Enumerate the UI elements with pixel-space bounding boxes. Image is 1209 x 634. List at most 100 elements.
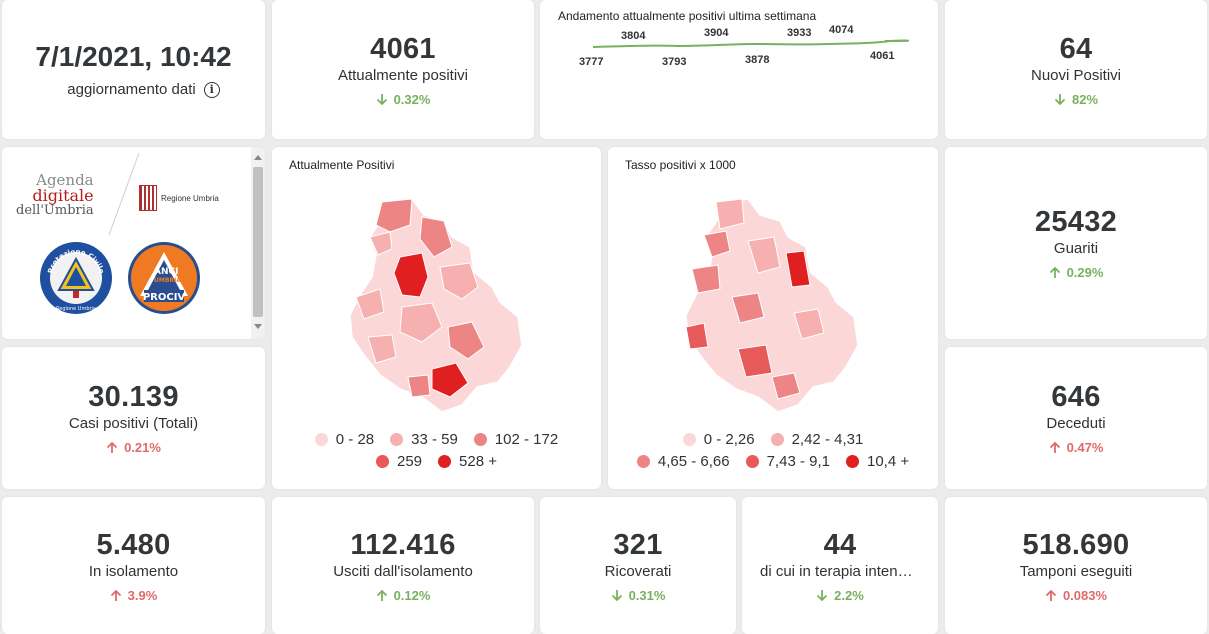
arrow-up-icon xyxy=(1049,266,1060,278)
legend-dot xyxy=(376,455,389,468)
region-west xyxy=(691,264,721,294)
map-positivi-legend: 0 - 28 33 - 59 102 - 172 259 528 + xyxy=(272,431,601,475)
kpi-label: Attualmente positivi xyxy=(337,66,469,84)
scroll-up-icon[interactable] xyxy=(254,155,262,160)
kpi-delta: 0.47% xyxy=(1049,440,1103,455)
region-foligno xyxy=(793,308,825,340)
map-tasso-card: Tasso positivi x 1000 0 - 2,26 2,42 - 4,… xyxy=(608,147,938,489)
region-south xyxy=(407,374,431,398)
region-perugia xyxy=(393,252,429,298)
trend-title: Andamento attualmente positivi ultima se… xyxy=(558,9,817,23)
regione-label: Regione Umbria xyxy=(161,193,219,203)
kpi-value: 30.139 xyxy=(88,381,179,413)
arrow-up-icon xyxy=(106,441,118,453)
kpi-delta: 2.2% xyxy=(816,588,864,603)
kpi-value: 64 xyxy=(1059,32,1093,65)
scroll-thumb[interactable] xyxy=(253,167,263,317)
legend-dot xyxy=(845,455,859,468)
region-center-north xyxy=(747,236,781,274)
anci-line1: ANCI xyxy=(154,267,178,277)
region-northwest xyxy=(703,230,731,258)
legend-label: 528 + xyxy=(459,453,497,470)
map-tasso-title: Tasso positivi x 1000 xyxy=(625,158,736,172)
legend-item: 10,4 + xyxy=(845,453,910,470)
legend-label: 259 xyxy=(397,453,423,470)
kpi-delta-value: 3.9% xyxy=(127,587,158,603)
arrow-up-icon xyxy=(1049,441,1060,453)
kpi-value: 25432 xyxy=(1034,206,1118,238)
regione-emblem-icon xyxy=(139,185,157,211)
trend-label-4: 3904 xyxy=(704,27,729,39)
kpi-label: Deceduti xyxy=(1046,415,1106,432)
kpi-casi-positivi: 30.139 Casi positivi (Totali) 0.21% xyxy=(2,347,265,489)
legend-dot xyxy=(682,433,696,446)
umbria-map-positivi[interactable] xyxy=(272,177,601,437)
map-positivi-title: Attualmente Positivi xyxy=(289,158,395,172)
region-northeast xyxy=(419,216,453,258)
kpi-value: 44 xyxy=(823,528,857,561)
legend-dot xyxy=(770,433,784,446)
kpi-delta-value: 0.32% xyxy=(393,91,431,107)
logos-scrollbar[interactable] xyxy=(251,147,265,339)
kpi-label: di cui in terapia intensiva xyxy=(760,562,920,580)
kpi-delta-value: 0.31% xyxy=(628,587,666,603)
legend-row: 259 528 + xyxy=(272,453,601,470)
arrow-down-icon xyxy=(611,589,622,601)
legend-dot xyxy=(438,455,452,468)
trend-label-1: 3777 xyxy=(579,56,604,68)
legend-item: 4,65 - 6,66 xyxy=(636,453,730,470)
legend-row: 0 - 2,26 2,42 - 4,31 xyxy=(608,431,938,448)
update-datetime: 7/1/2021, 10:42 xyxy=(35,41,232,72)
region-trasimeno xyxy=(355,288,385,320)
kpi-ricoverati: 321 Ricoverati 0.31% xyxy=(540,497,736,634)
legend-dot xyxy=(745,455,759,468)
legend-label: 2,42 - 4,31 xyxy=(791,431,864,448)
trend-line xyxy=(592,39,910,48)
umbria-map-tasso[interactable] xyxy=(608,177,938,437)
region-terni xyxy=(771,372,801,400)
legend-label: 7,43 - 9,1 xyxy=(766,453,830,470)
kpi-label: Guariti xyxy=(1053,240,1099,257)
kpi-nuovi-positivi: 64 Nuovi Positivi 82% xyxy=(945,0,1207,139)
region-outline xyxy=(685,198,859,413)
kpi-delta-value: 82% xyxy=(1071,91,1099,107)
kpi-deceduti: 646 Deceduti 0.47% xyxy=(945,347,1207,489)
kpi-value: 5.480 xyxy=(96,528,171,561)
kpi-value: 518.690 xyxy=(1022,528,1130,561)
arrow-down-icon xyxy=(817,589,828,601)
legend-row: 4,65 - 6,66 7,43 - 9,1 10,4 + xyxy=(608,453,938,470)
region-east xyxy=(439,262,479,300)
legend-item: 102 - 172 xyxy=(473,431,558,448)
trend-sparkline xyxy=(592,39,910,48)
anci-line2: UMBRIA xyxy=(154,277,181,284)
anci-prociv-logo: ANCI UMBRIA PROCIV xyxy=(128,242,200,314)
kpi-delta: 0.31% xyxy=(611,587,666,603)
region-gubbio xyxy=(785,250,811,288)
legend-label: 0 - 2,26 xyxy=(703,431,755,448)
legend-label: 10,4 + xyxy=(866,453,910,470)
arrow-down-icon xyxy=(1054,93,1066,105)
trend-label-2: 3804 xyxy=(621,30,646,42)
legend-label: 4,65 - 6,66 xyxy=(657,453,730,470)
kpi-delta-value: 0.12% xyxy=(393,587,431,603)
legend-item: 259 xyxy=(376,453,422,470)
protezione-sub: Regione Umbria xyxy=(56,306,96,312)
kpi-label: Casi positivi (Totali) xyxy=(68,415,199,432)
logos-card: Agenda digitale dell'Umbria Regione Umbr… xyxy=(2,147,265,339)
trend-label-8: 4061 xyxy=(870,50,895,62)
region-trasimeno xyxy=(685,322,709,350)
region-west xyxy=(367,334,397,364)
kpi-delta: 3.9% xyxy=(110,587,158,603)
info-icon[interactable]: i xyxy=(203,81,220,98)
kpi-delta: 0.32% xyxy=(376,91,431,107)
region-outline xyxy=(349,198,523,413)
scroll-down-icon[interactable] xyxy=(254,324,262,329)
kpi-value: 321 xyxy=(613,528,663,561)
arrow-up-icon xyxy=(1045,589,1057,601)
legend-label: 33 - 59 xyxy=(411,431,458,448)
kpi-usciti-isolamento: 112.416 Usciti dall'isolamento 0.12% xyxy=(272,497,534,634)
map-tasso-legend: 0 - 2,26 2,42 - 4,31 4,65 - 6,66 7,43 - … xyxy=(608,431,938,475)
update-card: 7/1/2021, 10:42 aggiornamento dati i xyxy=(2,0,265,139)
kpi-delta-value: 2.2% xyxy=(834,587,864,603)
update-label: aggiornamento dati xyxy=(67,81,196,98)
